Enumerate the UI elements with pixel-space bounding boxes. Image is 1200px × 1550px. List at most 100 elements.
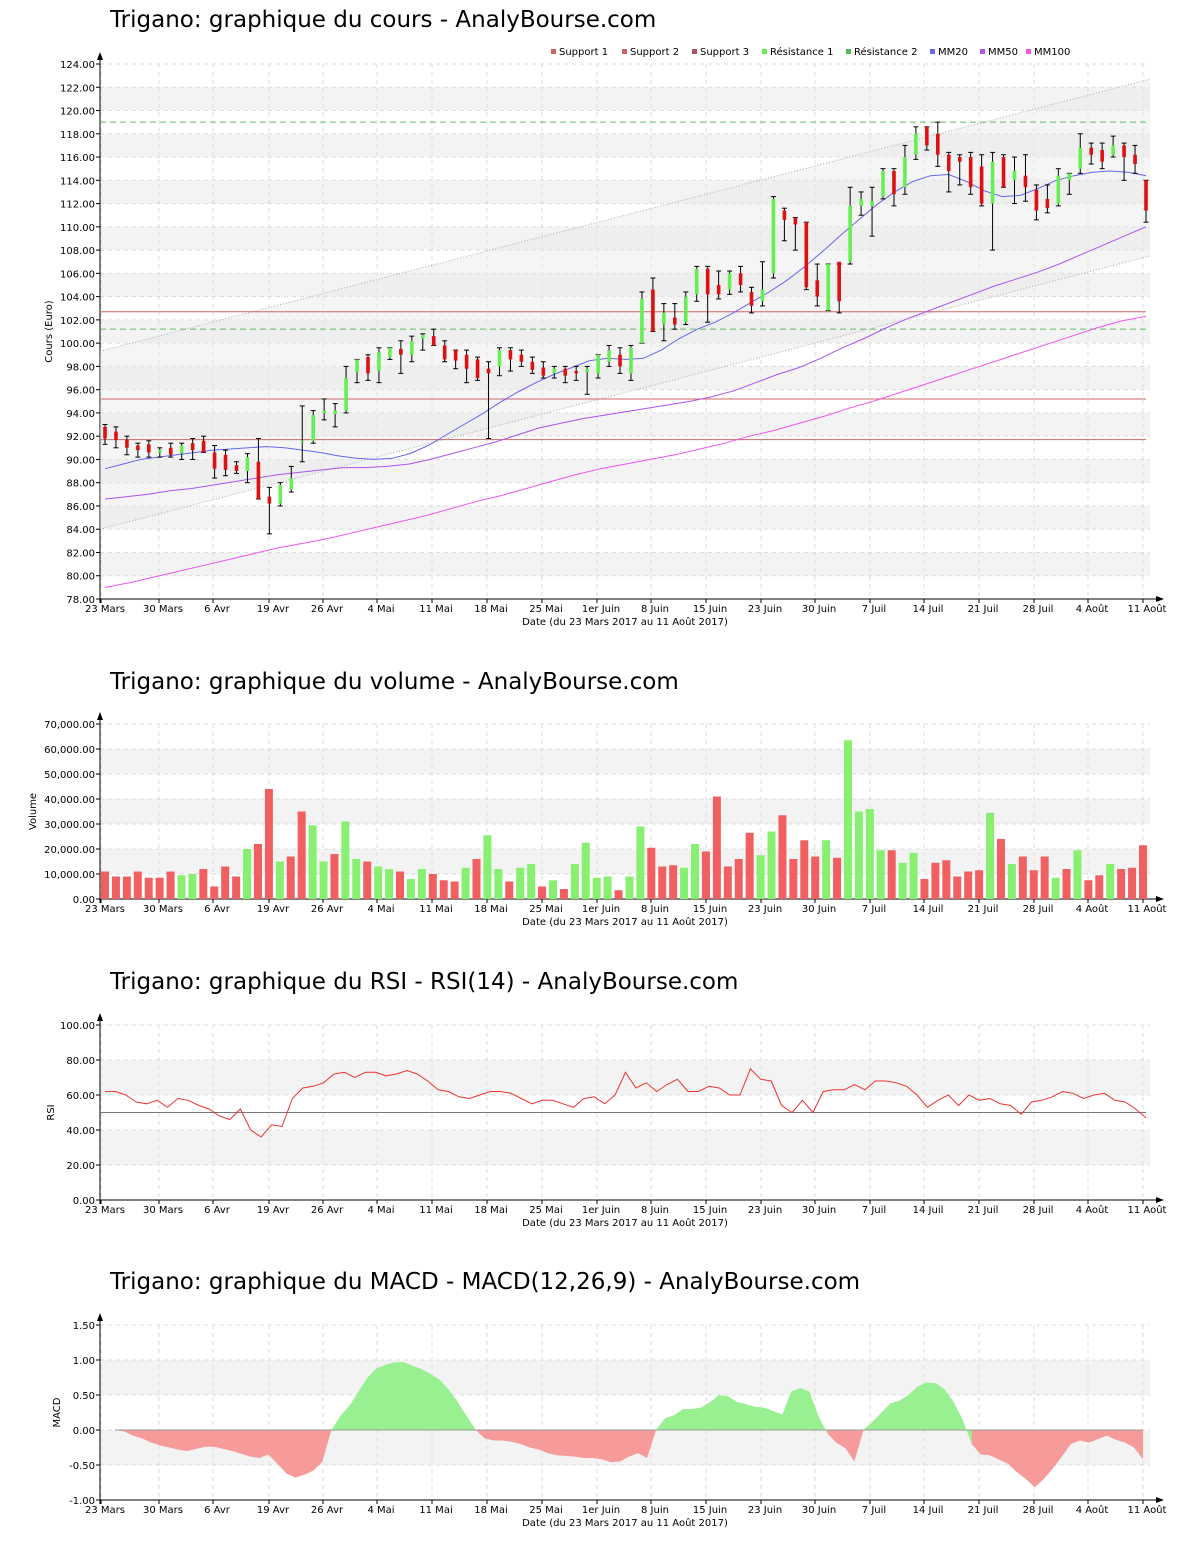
candle-body	[914, 133, 918, 155]
candle-body	[278, 485, 283, 504]
volume-bar	[1128, 867, 1137, 899]
x-tick-label: 11 Août	[1128, 1204, 1167, 1216]
volume-bar	[1117, 869, 1126, 899]
candle-body	[311, 415, 315, 441]
volume-bar	[286, 856, 295, 899]
candle-body	[541, 367, 546, 376]
volume-bar	[920, 879, 929, 899]
volume-bar	[1040, 856, 1049, 899]
y-tick-label: 60,000.00	[44, 745, 95, 756]
candle-body	[826, 264, 831, 311]
x-tick-label: 11 Août	[1128, 603, 1167, 615]
x-tick-label: 4 Août	[1076, 1204, 1109, 1216]
volume-bar	[614, 890, 623, 899]
macd-positive-area	[863, 1382, 972, 1444]
y-tick-label: 40.00	[66, 1126, 95, 1137]
candle-body	[618, 354, 622, 367]
macd-negative-area	[475, 1430, 657, 1463]
x-axis-arrow	[1156, 1197, 1164, 1203]
x-tick-label: 6 Avr	[204, 1205, 231, 1216]
y-tick-label: 100.00	[60, 1021, 95, 1032]
volume-bar	[865, 809, 874, 899]
candle-body	[322, 410, 326, 413]
mm100-line	[104, 315, 1147, 588]
x-tick-label: 7 Juil	[862, 1205, 886, 1216]
candle-body	[366, 357, 370, 374]
volume-bar	[833, 857, 842, 899]
volume-bar	[133, 871, 142, 899]
candle-body	[903, 157, 907, 188]
legend-label: Résistance 2	[854, 46, 917, 58]
volume-bar	[680, 867, 689, 899]
candle-body	[179, 445, 184, 454]
macd-negative-area	[971, 1430, 1143, 1488]
grid-band	[100, 749, 1150, 774]
x-tick-label: 28 Juil	[1023, 1205, 1054, 1216]
x-tick-label: 11 Mai	[419, 1205, 452, 1216]
candle-body	[289, 478, 294, 490]
y-tick-label: 90.00	[66, 455, 95, 466]
macd-positive-area	[331, 1362, 476, 1430]
grid-band	[100, 180, 1150, 204]
x-tick-label: 23 Juin	[748, 604, 782, 615]
x-tick-label: 1er Juin	[582, 604, 620, 615]
volume-bar	[581, 842, 590, 899]
volume-bar	[439, 880, 448, 899]
volume-bar	[953, 876, 962, 899]
grid-band	[100, 552, 1150, 576]
candle-body	[1100, 150, 1104, 162]
x-tick-label: 4 Mai	[367, 904, 394, 915]
x-tick-label: 30 Juin	[802, 1505, 836, 1516]
volume-bar	[483, 835, 492, 899]
candle-body	[815, 280, 820, 297]
macd-negative-area	[115, 1430, 332, 1478]
x-tick-label: 28 Juil	[1023, 1505, 1054, 1516]
volume-bar	[122, 876, 131, 899]
x-tick-label: 15 Juin	[693, 604, 727, 615]
y-tick-label: 20,000.00	[44, 845, 95, 856]
volume-bar	[188, 874, 197, 899]
x-tick-label: 8 Juin	[641, 604, 669, 615]
volume-bar	[1084, 880, 1093, 899]
volume-bar	[734, 859, 743, 899]
y-axis-arrow	[97, 52, 103, 60]
candle-body	[859, 198, 863, 206]
y-tick-label: 110.00	[60, 223, 95, 234]
volume-bar	[199, 869, 208, 899]
y-tick-label: 86.00	[66, 502, 95, 513]
legend-label: Support 1	[559, 47, 608, 58]
y-tick-label: 30,000.00	[44, 820, 95, 831]
volume-bar	[691, 844, 700, 899]
x-tick-label: 26 Avr	[311, 904, 344, 915]
x-tick-label: 19 Avr	[257, 904, 290, 915]
y-tick-label: 40,000.00	[44, 795, 95, 806]
volume-bar	[975, 870, 984, 899]
candle-body	[1122, 145, 1126, 158]
volume-bar	[964, 871, 973, 899]
y-tick-label: 124.00	[60, 60, 95, 71]
y-tick-label: 70,000.00	[44, 720, 95, 731]
x-tick-label: 25 Mai	[529, 604, 562, 615]
volume-bar	[1095, 875, 1104, 899]
candle-body	[738, 273, 743, 285]
grid-band	[100, 366, 1150, 390]
grid-band	[100, 1130, 1150, 1165]
y-tick-label: -0.50	[69, 1461, 95, 1472]
volume-bar	[603, 876, 612, 899]
x-tick-label: 11 Mai	[419, 1505, 452, 1516]
legend-swatch	[622, 49, 627, 54]
volume-bar	[876, 850, 885, 899]
candle-body	[946, 154, 951, 171]
volume-chart-title: Trigano: graphique du volume - AnalyBour…	[110, 669, 679, 695]
volume-bar	[308, 825, 317, 899]
candle-body	[475, 359, 480, 379]
volume-bar	[210, 886, 219, 899]
y-tick-label: 114.00	[60, 176, 95, 187]
x-tick-label: 30 Mars	[143, 1205, 183, 1216]
volume-bar	[745, 832, 754, 899]
volume-bar	[417, 869, 426, 899]
candle-body	[760, 289, 765, 302]
y-tick-label: 80.00	[66, 572, 95, 583]
volume-bar	[723, 866, 732, 899]
y-tick-label: 100.00	[60, 339, 95, 350]
